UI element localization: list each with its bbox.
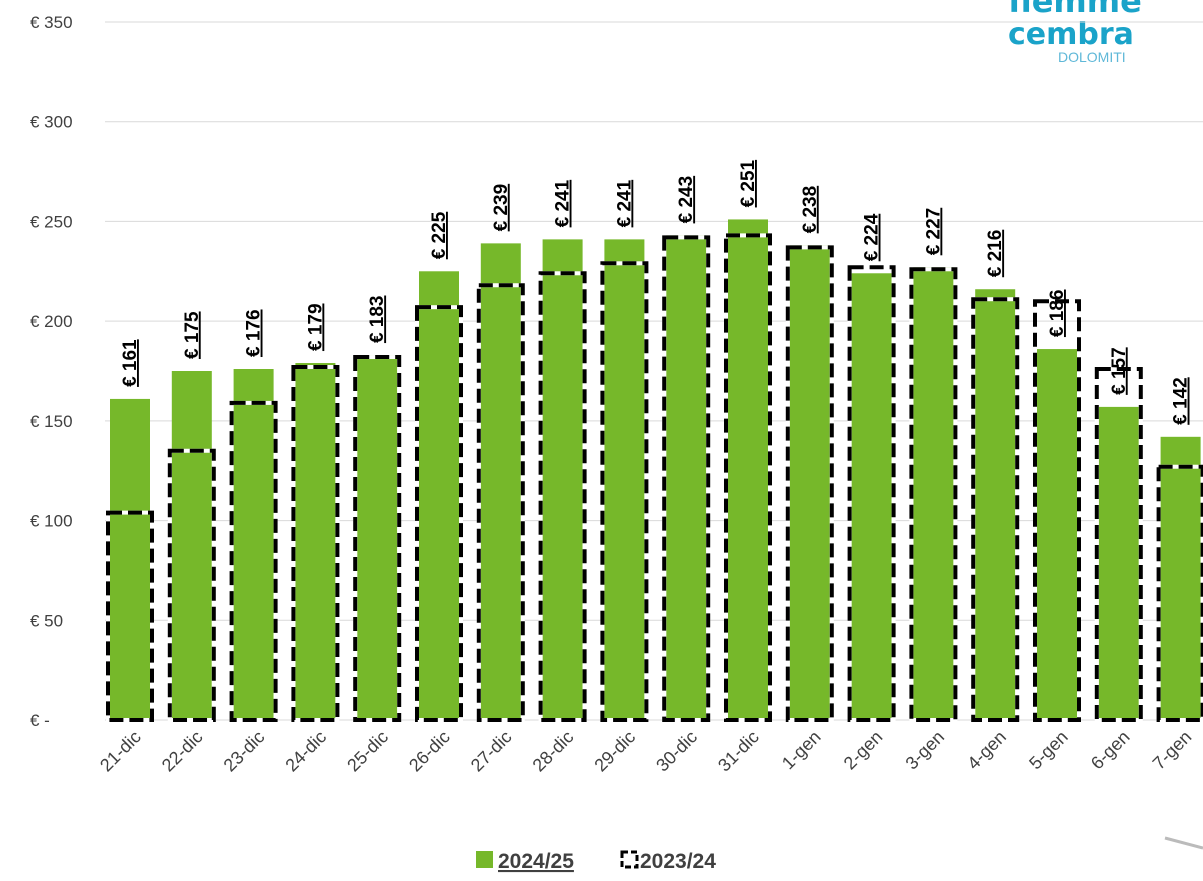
x-tick-label: 22-dic: [158, 727, 207, 776]
value-label: € 227: [923, 208, 944, 256]
bar: [789, 245, 830, 721]
bar-outline: [476, 283, 525, 722]
value-label: € 243: [676, 176, 697, 224]
y-tick-label: € -: [30, 711, 50, 730]
value-label: € 142: [1171, 377, 1192, 425]
value-label: € 161: [120, 339, 141, 387]
bar: [542, 239, 583, 720]
value-label: € 186: [1047, 290, 1068, 338]
x-tick-label: 27-dic: [467, 727, 516, 776]
x-tick-label: 3-gen: [902, 727, 949, 774]
x-tick-label: 5-gen: [1025, 727, 1072, 774]
bar: [604, 239, 645, 720]
bar-outline: [167, 448, 216, 722]
legend-swatch: [476, 851, 493, 868]
value-label: € 225: [429, 211, 450, 259]
logo-text: fiemme: [1008, 0, 1142, 20]
bar-outline: [662, 235, 711, 723]
bar: [419, 271, 459, 720]
bar: [913, 267, 954, 720]
x-tick-label: 31-dic: [714, 727, 763, 776]
x-tick-label: 2-gen: [840, 727, 887, 774]
value-label: € 216: [985, 230, 1006, 278]
x-tick-label: 24-dic: [281, 727, 330, 776]
logo-text: cembra: [1008, 17, 1134, 52]
x-tick-label: 6-gen: [1087, 727, 1134, 774]
value-label: € 238: [800, 186, 821, 234]
logo-text: DOLOMITI: [1058, 49, 1126, 65]
bar-outline: [785, 245, 834, 722]
bar-outline: [353, 355, 402, 722]
bar: [171, 371, 212, 720]
y-tick-label: € 100: [30, 512, 73, 531]
bar-outline: [291, 365, 340, 722]
x-tick-label: 29-dic: [590, 727, 639, 776]
bar-outline: [600, 261, 649, 722]
bar: [975, 289, 1016, 720]
bar-outline: [106, 510, 154, 723]
x-tick-label: 30-dic: [652, 727, 701, 776]
value-label: € 176: [244, 309, 265, 357]
value-label: € 179: [305, 303, 326, 351]
value-label: € 175: [182, 311, 203, 359]
value-label: € 241: [614, 179, 635, 227]
x-tick-label: 26-dic: [405, 727, 454, 776]
value-label: € 224: [862, 213, 883, 261]
value-label: € 183: [367, 295, 388, 343]
y-tick-label: € 300: [30, 113, 73, 132]
legend-swatch: [620, 850, 639, 869]
legend-label: 2024/25: [498, 850, 574, 873]
bar-outline: [1033, 299, 1081, 722]
bar-outline: [724, 233, 772, 722]
x-tick-label: 21-dic: [96, 727, 145, 776]
bar: [1098, 406, 1139, 720]
bar-outline: [1094, 367, 1143, 722]
bar: [728, 219, 768, 721]
x-tick-label: 28-dic: [529, 727, 578, 776]
bar: [110, 398, 150, 720]
bar-outline: [415, 305, 463, 722]
y-tick-label: € 150: [30, 412, 73, 431]
decoration: [1164, 836, 1203, 850]
value-label: € 251: [738, 159, 759, 207]
bar: [851, 273, 892, 720]
x-tick-label: 7-gen: [1149, 727, 1196, 774]
bar: [233, 369, 274, 720]
bar-outline: [909, 267, 958, 722]
value-label: € 157: [1109, 347, 1130, 395]
x-tick-label: 4-gen: [963, 727, 1010, 774]
bar: [1037, 349, 1077, 720]
bar-outline: [971, 297, 1020, 722]
legend-label: 2023/24: [640, 850, 716, 873]
value-label: € 241: [553, 179, 574, 227]
value-label: € 239: [491, 184, 512, 232]
y-tick-label: € 250: [30, 212, 73, 231]
bar: [357, 355, 398, 720]
y-tick-label: € 200: [30, 312, 73, 331]
bar-outline: [847, 265, 896, 722]
bar: [295, 363, 336, 720]
bar: [666, 235, 707, 721]
x-tick-label: 23-dic: [220, 727, 269, 776]
bar: [1160, 436, 1201, 720]
y-tick-label: € 50: [30, 611, 63, 630]
bar-outline: [229, 400, 278, 722]
bar-outline: [538, 271, 587, 722]
x-tick-label: 25-dic: [343, 727, 392, 776]
x-tick-label: 1-gen: [778, 727, 825, 774]
y-tick-label: € 350: [30, 13, 73, 32]
bar: [480, 243, 521, 720]
